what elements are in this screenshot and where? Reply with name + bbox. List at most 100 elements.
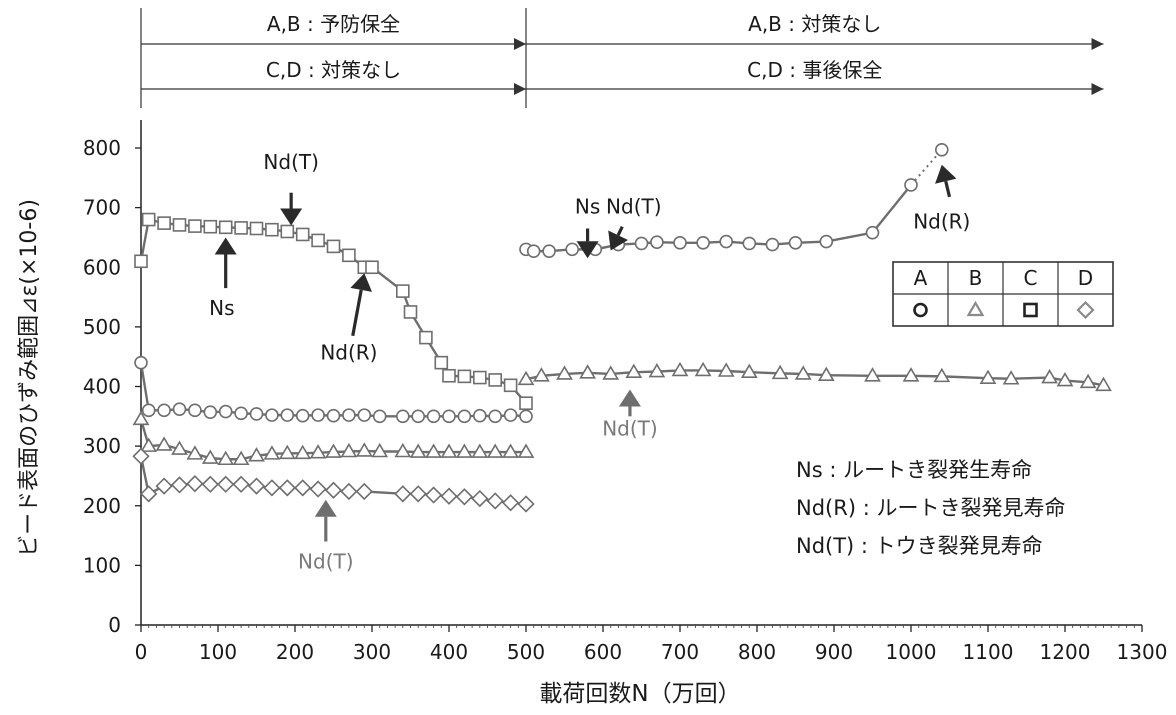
- data-point: [372, 409, 387, 424]
- data-point: [817, 366, 835, 381]
- data-point: [933, 367, 951, 383]
- data-point: [457, 369, 472, 384]
- annotation-arrow-head: [608, 230, 629, 251]
- data-point: [309, 480, 327, 498]
- data-point: [696, 236, 710, 250]
- data-point: [232, 475, 250, 493]
- data-point: [394, 442, 412, 458]
- data-point: [517, 443, 535, 458]
- data-point: [419, 330, 433, 345]
- data-point: [501, 494, 520, 512]
- data-point: [440, 443, 458, 458]
- data-point: [172, 402, 187, 416]
- data-point: [371, 442, 389, 458]
- data-point: [503, 408, 518, 422]
- data-point: [517, 495, 535, 513]
- data-point: [218, 220, 233, 235]
- note-line: Ns : ルートき裂発生寿命: [796, 458, 1032, 482]
- data-point: [486, 443, 504, 458]
- data-point: [218, 404, 233, 419]
- data-point: [248, 447, 265, 462]
- y-axis-title: ビード表面のひずみ範囲⊿ε(×10-6): [17, 199, 42, 557]
- data-point: [403, 305, 418, 319]
- data-point: [719, 234, 734, 249]
- y-tick-label: 300: [83, 434, 121, 458]
- data-point: [742, 236, 757, 251]
- data-point: [295, 227, 310, 242]
- data-point: [280, 224, 295, 239]
- data-point: [488, 409, 503, 424]
- data-point: [201, 449, 219, 464]
- data-point: [203, 219, 218, 234]
- series-C: [134, 212, 533, 410]
- data-point: [132, 447, 150, 465]
- data-point: [394, 485, 412, 503]
- data-point: [132, 410, 150, 426]
- data-point: [864, 367, 881, 382]
- data-point: [249, 221, 264, 236]
- data-point: [556, 365, 573, 380]
- data-point: [411, 409, 426, 424]
- y-tick-label: 400: [83, 375, 121, 399]
- data-point: [434, 355, 449, 370]
- data-point: [140, 485, 158, 503]
- annotation-label: Nd(T): [606, 195, 661, 219]
- x-tick-label: 700: [661, 640, 699, 664]
- phase-label: A,B : 予防保全: [267, 12, 400, 36]
- data-point: [424, 486, 443, 504]
- x-tick-label: 1300: [1117, 640, 1168, 664]
- data-point: [155, 477, 173, 495]
- annotation-arrow-head: [280, 208, 303, 226]
- data-point: [472, 370, 487, 385]
- data-point: [249, 407, 264, 421]
- data-point: [979, 369, 997, 384]
- y-tick-label: 200: [83, 494, 121, 518]
- data-point: [1041, 368, 1058, 384]
- data-point: [217, 450, 235, 466]
- data-point: [472, 408, 487, 423]
- data-point: [409, 485, 427, 503]
- data-point: [294, 479, 312, 497]
- data-point: [340, 482, 358, 501]
- data-point: [673, 236, 687, 250]
- x-tick-label: 900: [815, 640, 853, 664]
- data-point: [311, 408, 325, 422]
- data-point: [186, 445, 204, 460]
- x-tick-label: 200: [276, 640, 314, 664]
- x-tick-label: 600: [584, 640, 622, 664]
- annotation-arrow-head: [576, 241, 599, 259]
- data-point: [533, 367, 550, 382]
- data-point: [325, 443, 342, 458]
- y-tick-label: 100: [83, 553, 121, 577]
- annotation-arrow-head: [350, 273, 373, 292]
- data-point: [294, 444, 312, 460]
- note-line: Nd(T) : トウき裂発見寿命: [796, 534, 1043, 558]
- legend-header: D: [1078, 266, 1093, 290]
- legend-marker: [913, 302, 928, 318]
- data-point: [170, 476, 189, 494]
- data-point: [134, 254, 148, 269]
- data-point: [671, 361, 689, 377]
- data-point: [157, 216, 171, 230]
- data-point: [902, 367, 920, 382]
- data-point: [425, 443, 442, 458]
- data-point: [771, 364, 789, 380]
- data-point: [186, 475, 204, 493]
- data-point: [488, 373, 503, 387]
- x-tick-label: 500: [507, 640, 545, 664]
- data-point: [634, 236, 649, 251]
- data-point: [502, 443, 519, 458]
- data-point: [188, 403, 202, 418]
- data-point: [602, 365, 620, 380]
- data-point: [280, 408, 295, 422]
- annotation-arrow-shaft: [351, 289, 363, 337]
- phase-label: A,B : 対策なし: [748, 12, 881, 36]
- x-tick-label: 1100: [963, 640, 1014, 664]
- annotation-label: Nd(T): [298, 549, 353, 573]
- data-point: [201, 475, 219, 493]
- data-point: [426, 409, 441, 424]
- series-B: [132, 361, 1112, 466]
- y-tick-label: 800: [83, 136, 121, 160]
- data-point: [456, 443, 473, 458]
- data-point: [934, 142, 949, 157]
